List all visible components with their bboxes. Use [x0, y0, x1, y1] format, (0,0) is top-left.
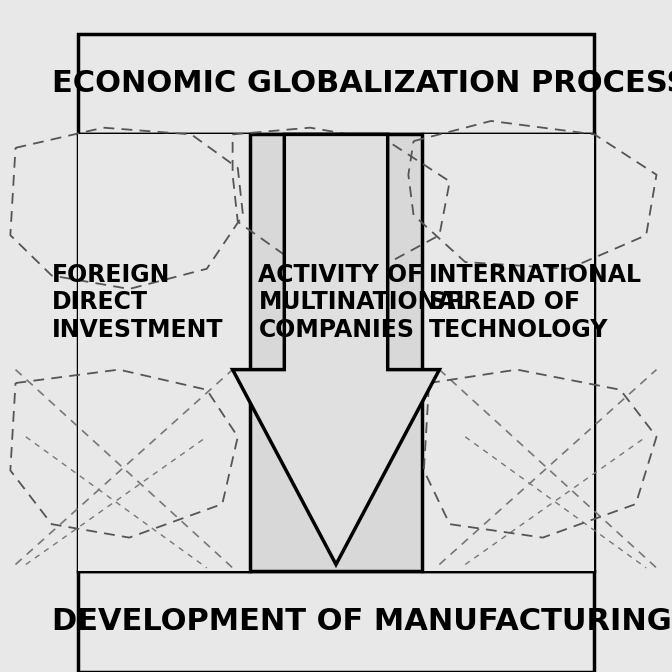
Bar: [77, 571, 595, 672]
Bar: [77, 134, 595, 571]
Text: DEVELOPMENT OF MANUFACTURING: DEVELOPMENT OF MANUFACTURING: [52, 607, 671, 636]
Bar: [77, 134, 250, 571]
Bar: [77, 34, 595, 134]
Text: INTERNATIONAL
SPREAD OF
TECHNOLOGY: INTERNATIONAL SPREAD OF TECHNOLOGY: [429, 263, 642, 342]
Text: ACTIVITY OF
MULTINATIONAL
COMPANIES: ACTIVITY OF MULTINATIONAL COMPANIES: [259, 263, 471, 342]
Text: FOREIGN
DIRECT
INVESTMENT: FOREIGN DIRECT INVESTMENT: [52, 263, 223, 342]
Bar: [422, 134, 595, 571]
Polygon shape: [233, 134, 439, 564]
Text: ECONOMIC GLOBALIZATION PROCESS: ECONOMIC GLOBALIZATION PROCESS: [52, 69, 672, 99]
